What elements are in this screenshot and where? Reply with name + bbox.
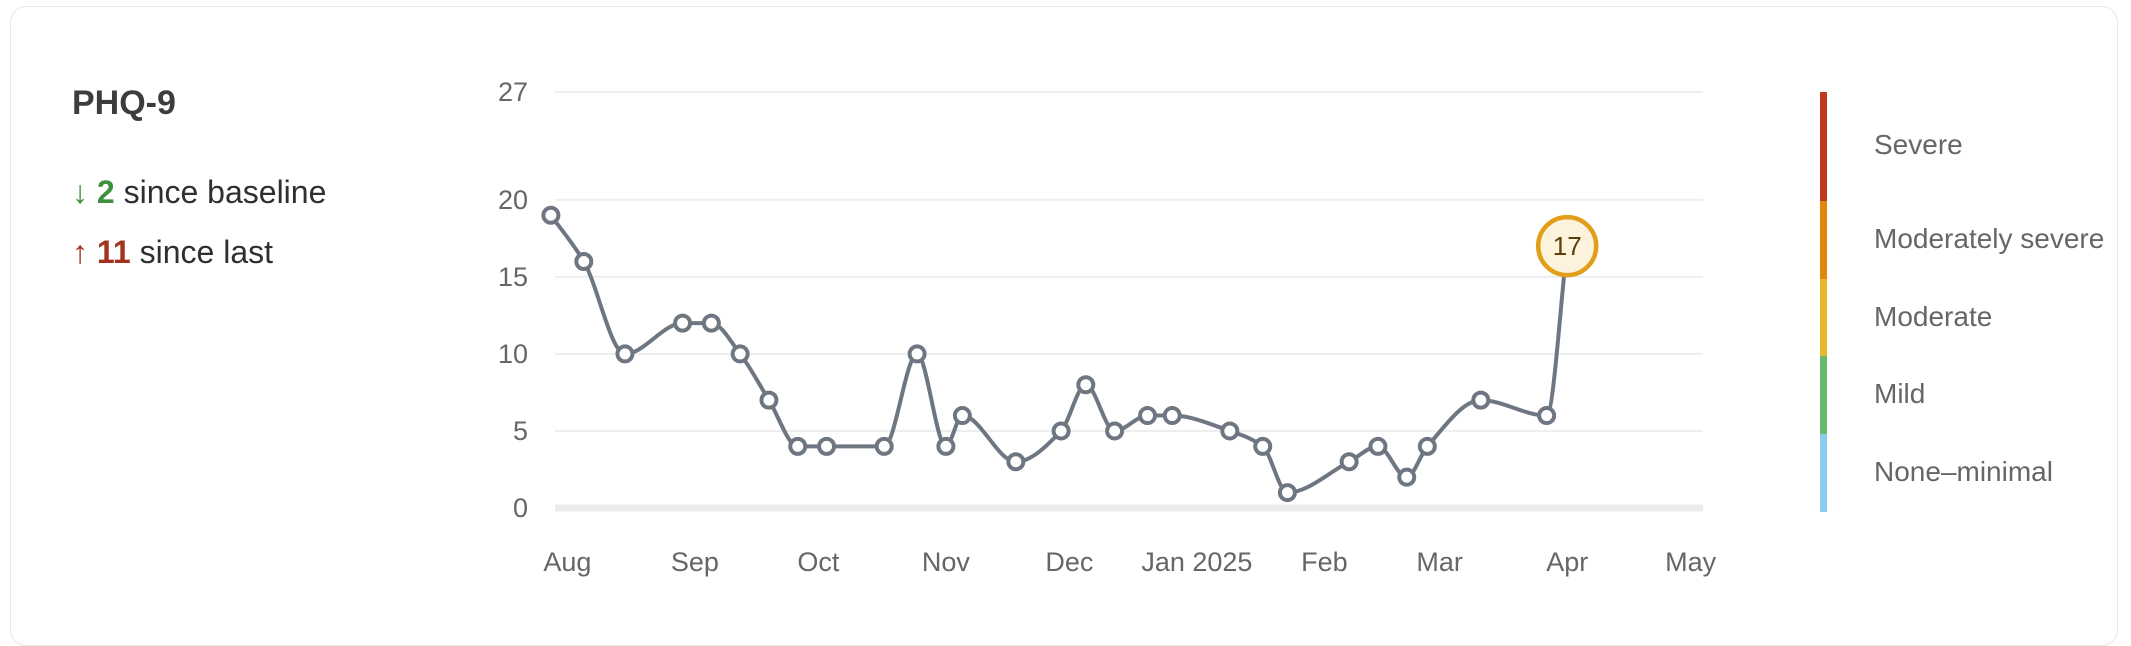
- data-point: [1105, 421, 1125, 441]
- y-tick-label: 10: [498, 339, 528, 369]
- x-tick-label: Oct: [797, 547, 840, 577]
- severity-band: [1820, 92, 1827, 201]
- severity-legend: Severe Moderately severe Moderate Mild None–…: [1820, 92, 2120, 512]
- x-tick-label: Mar: [1416, 547, 1463, 577]
- x-tick-label: Aug: [543, 547, 591, 577]
- last-change-text: since last: [130, 234, 273, 270]
- severity-color-bar: [1820, 92, 1827, 512]
- data-point: [1471, 390, 1491, 410]
- data-point: [936, 436, 956, 456]
- severity-label: Mild: [1874, 378, 1926, 410]
- data-point: [788, 436, 808, 456]
- data-point: [1368, 436, 1388, 456]
- last-change: ↑ 11 since last: [72, 234, 273, 271]
- x-tick-label: Jan 2025: [1141, 547, 1252, 577]
- baseline-change-text: since baseline: [114, 174, 327, 210]
- y-tick-label: 15: [498, 262, 528, 292]
- severity-band: [1820, 356, 1827, 435]
- data-point: [574, 251, 594, 271]
- severity-band: [1820, 278, 1827, 357]
- baseline-change-value: 2: [96, 174, 115, 210]
- severity-label: Severe: [1874, 129, 1963, 161]
- data-point: [730, 344, 750, 364]
- data-point: [874, 436, 894, 456]
- phq9-card: [10, 6, 2118, 646]
- severity-label: Moderately severe: [1874, 222, 2105, 254]
- x-tick-label: Dec: [1045, 547, 1093, 577]
- chart-title: PHQ-9: [72, 84, 176, 122]
- data-point: [1537, 406, 1557, 426]
- data-point: [1277, 483, 1297, 503]
- data-point: [1253, 436, 1273, 456]
- x-tick-label: Nov: [922, 547, 971, 577]
- data-point: [1417, 436, 1437, 456]
- latest-score-label: 17: [1553, 231, 1582, 261]
- data-point: [907, 344, 927, 364]
- phq9-line-chart: 0 5 10 15 20 27 Aug Sep Oct Nov Dec Jan 2025 Feb Mar A…: [498, 77, 1717, 577]
- data-point: [1339, 452, 1359, 472]
- data-point: [701, 313, 721, 333]
- data-point: [759, 390, 779, 410]
- data-point: [817, 436, 837, 456]
- x-tick-label: Sep: [671, 547, 719, 577]
- data-point: [541, 205, 561, 225]
- y-tick-label: 0: [513, 493, 528, 523]
- data-point: [615, 344, 635, 364]
- data-point: [1051, 421, 1071, 441]
- severity-band: [1820, 200, 1827, 279]
- severity-label: Moderate: [1874, 300, 1993, 332]
- up-arrow-icon: ↑: [72, 234, 88, 270]
- y-tick-label: 27: [498, 77, 528, 107]
- data-point: [1162, 406, 1182, 426]
- data-point: [673, 313, 693, 333]
- y-tick-label: 20: [498, 185, 528, 215]
- data-point: [1138, 406, 1158, 426]
- data-point: [1076, 375, 1096, 395]
- data-point: [952, 406, 972, 426]
- baseline-change: ↓ 2 since baseline: [72, 174, 326, 211]
- x-tick-label: Apr: [1546, 547, 1588, 577]
- data-point: [1397, 467, 1417, 487]
- last-change-value: 11: [96, 234, 131, 270]
- x-tick-label: Feb: [1301, 547, 1348, 577]
- severity-label: None–minimal: [1874, 456, 2053, 488]
- data-point: [1220, 421, 1240, 441]
- latest-score-marker: [1535, 214, 1599, 278]
- severity-band: [1820, 434, 1827, 512]
- y-tick-label: 5: [513, 416, 528, 446]
- data-point: [1006, 452, 1026, 472]
- x-tick-label: May: [1665, 547, 1717, 577]
- down-arrow-icon: ↓: [72, 174, 88, 210]
